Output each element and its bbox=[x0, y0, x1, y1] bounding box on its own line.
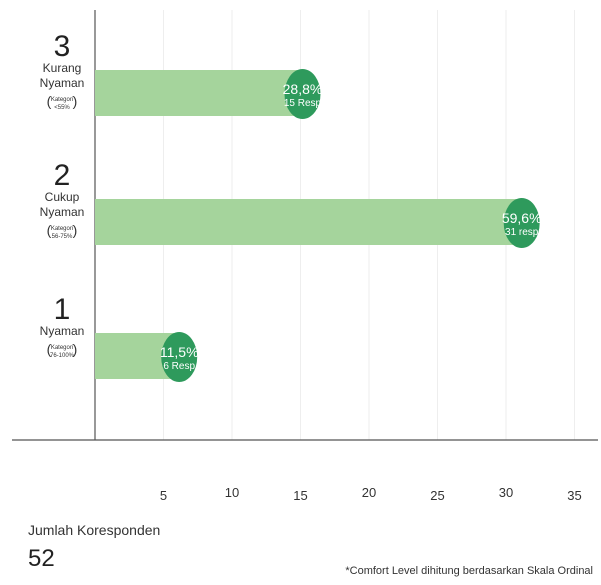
x-tick-label: 10 bbox=[225, 485, 239, 500]
resp-label: 15 Resp bbox=[284, 98, 322, 109]
paren-close: ) bbox=[73, 93, 78, 109]
percent-label: 11,5% bbox=[160, 344, 199, 360]
percent-label: 28,8% bbox=[283, 81, 323, 97]
category-number: 3 bbox=[54, 30, 71, 63]
category-kategori: Kategori bbox=[51, 226, 73, 232]
x-tick-label: 20 bbox=[362, 485, 376, 500]
category-kategori: Kategori bbox=[51, 97, 73, 103]
category-name: Cukup bbox=[45, 190, 80, 204]
category-number: 1 bbox=[54, 293, 71, 326]
category-name: Nyaman bbox=[40, 76, 85, 90]
category-range: 76-100% bbox=[50, 353, 75, 359]
category-name: Nyaman bbox=[40, 324, 85, 338]
x-tick-label: 5 bbox=[160, 488, 167, 503]
percent-label: 59,6% bbox=[502, 210, 542, 226]
paren-open: ( bbox=[47, 341, 52, 357]
footnote: *Comfort Level dihitung berdasarkan Skal… bbox=[345, 565, 593, 577]
value-badge bbox=[503, 198, 540, 248]
value-badge bbox=[284, 69, 321, 119]
value-badge bbox=[161, 332, 198, 382]
category-number: 2 bbox=[54, 159, 71, 192]
bar bbox=[95, 70, 301, 116]
bar bbox=[95, 199, 520, 245]
respondent-count-value: 52 bbox=[28, 545, 55, 572]
category-name: Kurang bbox=[43, 61, 82, 75]
paren-open: ( bbox=[47, 222, 52, 238]
paren-close: ) bbox=[73, 222, 78, 238]
paren-open: ( bbox=[47, 93, 52, 109]
x-tick-label: 35 bbox=[567, 488, 581, 503]
comfort-level-chart: 28,8%15 Resp 59,6%31 resp 11,5%6 Resp 3Kura… bbox=[12, 10, 598, 503]
x-tick-label: 25 bbox=[430, 488, 444, 503]
paren-close: ) bbox=[73, 341, 78, 357]
category-kategori: Kategori bbox=[51, 345, 73, 351]
x-tick-label: 30 bbox=[499, 485, 513, 500]
x-tick-label: 15 bbox=[293, 488, 307, 503]
category-range: <55% bbox=[54, 105, 70, 111]
category-name: Nyaman bbox=[40, 205, 85, 219]
respondent-count-label: Jumlah Koresponden bbox=[28, 522, 161, 538]
resp-label: 31 resp bbox=[505, 227, 539, 238]
category-range: 56-75% bbox=[52, 234, 73, 240]
resp-label: 6 Resp bbox=[163, 361, 195, 372]
